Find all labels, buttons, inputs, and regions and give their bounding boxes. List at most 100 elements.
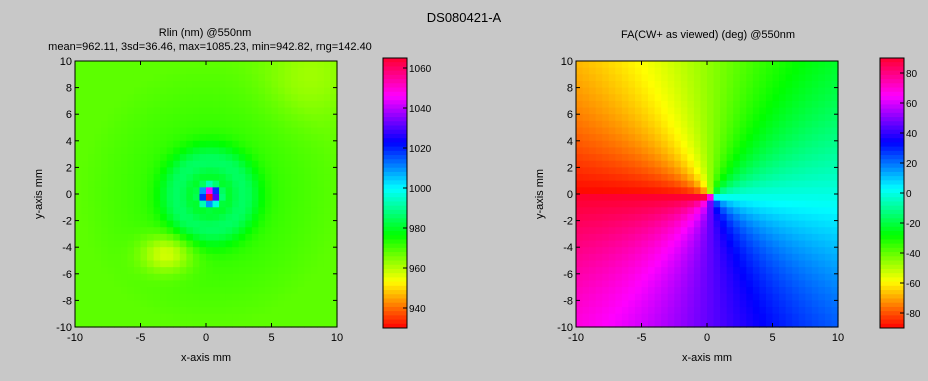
fast-axis-cell bbox=[779, 260, 787, 268]
retardance-cell bbox=[133, 154, 142, 162]
retardance-cell bbox=[173, 293, 181, 301]
retardance-cell bbox=[153, 120, 161, 129]
retardance-cell bbox=[173, 80, 181, 89]
retardance-cell bbox=[330, 293, 338, 301]
fast-axis-cell bbox=[654, 267, 662, 275]
retardance-cell bbox=[225, 120, 233, 129]
retardance-cell bbox=[160, 61, 168, 69]
fast-axis-cell bbox=[765, 260, 774, 268]
fast-axis-cell bbox=[641, 240, 649, 248]
retardance-cell bbox=[140, 293, 148, 301]
fast-axis-cell bbox=[707, 80, 715, 89]
retardance-cell bbox=[238, 114, 246, 122]
fast-axis-cell bbox=[831, 80, 839, 89]
retardance-cell bbox=[264, 300, 273, 308]
fast-axis-cell bbox=[733, 300, 741, 308]
retardance-cell bbox=[94, 94, 102, 102]
fast-axis-cell bbox=[798, 213, 806, 222]
retardance-cell bbox=[120, 293, 128, 301]
retardance-cell bbox=[133, 267, 142, 275]
retardance-cell bbox=[166, 80, 174, 89]
fast-axis-cell bbox=[700, 100, 708, 109]
fast-axis-cell bbox=[811, 267, 819, 275]
fast-axis-cell bbox=[811, 187, 819, 195]
fast-axis-cell bbox=[733, 307, 741, 315]
retardance-cell bbox=[238, 260, 246, 268]
fast-axis-cell bbox=[765, 140, 774, 149]
retardance-cell bbox=[225, 87, 233, 95]
retardance-cell bbox=[179, 61, 187, 69]
fast-axis-cell bbox=[687, 94, 695, 102]
fast-axis-cell bbox=[713, 74, 721, 82]
fast-axis-cell bbox=[811, 253, 819, 262]
fast-axis-cell bbox=[687, 120, 695, 129]
fast-axis-colorbar-step bbox=[880, 104, 904, 110]
retardance-cell bbox=[153, 320, 161, 328]
fast-axis-cell bbox=[759, 247, 767, 255]
retardance-cell bbox=[251, 67, 259, 75]
fast-axis-cell bbox=[589, 120, 597, 129]
fast-axis-cell bbox=[726, 200, 734, 208]
fast-axis-cell bbox=[831, 154, 839, 162]
retardance-cell bbox=[264, 213, 273, 222]
fast-axis-cell bbox=[693, 61, 702, 69]
retardance-cell bbox=[166, 114, 174, 122]
fast-axis-cell bbox=[693, 107, 702, 115]
retardance-cell bbox=[81, 160, 89, 168]
retardance-cell bbox=[179, 273, 187, 282]
fast-axis-colorbar-step bbox=[880, 306, 904, 312]
fast-axis-cell bbox=[628, 220, 636, 228]
retardance-cell bbox=[278, 87, 286, 95]
retardance-colorbar-step bbox=[383, 112, 407, 118]
fast-axis-cell bbox=[759, 287, 767, 295]
retardance-cell bbox=[75, 320, 83, 328]
retardance-cell bbox=[166, 194, 174, 202]
fast-axis-cell bbox=[785, 180, 793, 188]
retardance-cell bbox=[199, 194, 207, 202]
retardance-cell bbox=[166, 167, 174, 175]
fast-axis-cell bbox=[700, 87, 708, 95]
retardance-cell bbox=[127, 114, 135, 122]
retardance-cell bbox=[133, 220, 142, 228]
fast-axis-cell bbox=[621, 287, 629, 295]
fast-axis-cell bbox=[582, 147, 590, 155]
fast-axis-cell bbox=[674, 74, 682, 82]
fast-axis-y-tick-label: -2 bbox=[563, 216, 573, 228]
fast-axis-cell bbox=[680, 267, 688, 275]
retardance-cell bbox=[127, 127, 135, 135]
fast-axis-cell bbox=[733, 107, 741, 115]
fast-axis-cell bbox=[707, 180, 715, 188]
fast-axis-cell bbox=[693, 154, 702, 162]
fast-axis-cell bbox=[818, 74, 826, 82]
fast-axis-cell bbox=[621, 107, 629, 115]
retardance-cell bbox=[245, 134, 253, 142]
fast-axis-cell bbox=[792, 293, 800, 301]
retardance-colorbar-step bbox=[383, 176, 407, 181]
fast-axis-cell bbox=[720, 134, 728, 142]
fast-axis-cell bbox=[602, 100, 610, 109]
retardance-cell bbox=[225, 227, 233, 235]
fast-axis-cell bbox=[720, 220, 728, 228]
retardance-cell bbox=[251, 114, 259, 122]
retardance-cell bbox=[304, 307, 312, 315]
retardance-cell bbox=[133, 213, 142, 222]
retardance-cell bbox=[278, 67, 286, 75]
retardance-y-tick-label: 0 bbox=[66, 189, 72, 201]
retardance-colorbar-step bbox=[383, 91, 407, 97]
retardance-cell bbox=[153, 293, 161, 301]
fast-axis-colorbar-step bbox=[880, 193, 904, 198]
fast-axis-cell bbox=[779, 300, 787, 308]
fast-axis-cell bbox=[818, 87, 826, 95]
fast-axis-cell bbox=[661, 213, 669, 222]
fast-axis-cell bbox=[680, 154, 688, 162]
retardance-cell bbox=[291, 247, 299, 255]
fast-axis-cell bbox=[739, 200, 747, 208]
retardance-cell bbox=[179, 280, 187, 288]
retardance-cell bbox=[297, 107, 305, 115]
fast-axis-cell bbox=[765, 147, 774, 155]
fast-axis-cell bbox=[752, 87, 760, 95]
retardance-cell bbox=[258, 147, 266, 155]
retardance-cell bbox=[173, 160, 181, 168]
fast-axis-cell bbox=[576, 94, 584, 102]
retardance-cell bbox=[81, 293, 89, 301]
